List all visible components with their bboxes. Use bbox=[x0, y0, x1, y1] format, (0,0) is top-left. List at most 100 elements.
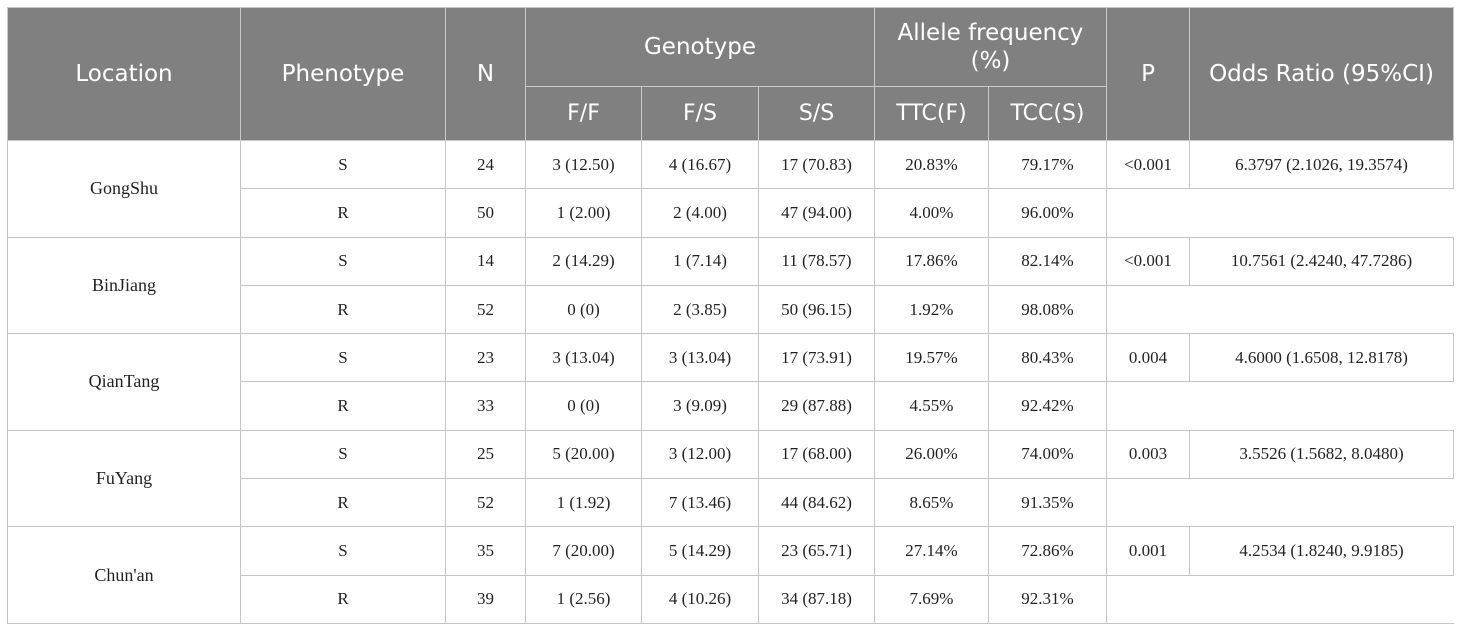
allele-tcc-cell: 92.31% bbox=[988, 574, 1107, 625]
odds-ratio-cell: 3.5526 (1.5682, 8.0480) bbox=[1189, 429, 1454, 480]
table-row: R 50 1 (2.00) 2 (4.00) 47 (94.00) 4.00% 96.00% bbox=[8, 188, 1454, 238]
genotype-ff-cell: 3 (13.04) bbox=[525, 333, 642, 383]
n-cell: 23 bbox=[445, 333, 526, 383]
table-row: R 52 1 (1.92) 7 (13.46) 44 (84.62) 8.65% 91.35… bbox=[8, 478, 1454, 528]
empty-cell bbox=[1106, 188, 1454, 238]
genotype-ss-cell: 29 (87.88) bbox=[758, 381, 875, 431]
p-value-cell: 0.001 bbox=[1106, 526, 1190, 576]
table-row: R 52 0 (0) 2 (3.85) 50 (96.15) 1.92% 98.08% bbox=[8, 284, 1454, 335]
genotype-fs-cell: 2 (4.00) bbox=[641, 188, 759, 238]
odds-ratio-cell: 4.2534 (1.8240, 9.9185) bbox=[1189, 526, 1454, 576]
genotype-fs-cell: 2 (3.85) bbox=[641, 284, 759, 335]
empty-cell bbox=[1106, 284, 1454, 335]
allele-tcc-cell: 98.08% bbox=[988, 284, 1107, 335]
allele-tcc-cell: 96.00% bbox=[988, 188, 1107, 238]
allele-tcc-cell: 91.35% bbox=[988, 478, 1107, 528]
genotype-fs-cell: 3 (9.09) bbox=[641, 381, 759, 431]
genotype-ff-cell: 3 (12.50) bbox=[525, 139, 642, 190]
p-value-cell: 0.004 bbox=[1106, 333, 1190, 383]
genotype-fs-cell: 3 (13.04) bbox=[641, 333, 759, 383]
header-odds-ratio: Odds Ratio (95%CI) bbox=[1189, 7, 1454, 141]
table-body: GongShu S 24 3 (12.50) 4 (16.67) 17 (70.83) 20… bbox=[7, 139, 1454, 625]
genotype-ss-cell: 50 (96.15) bbox=[758, 284, 875, 335]
genotype-ss-cell: 17 (68.00) bbox=[758, 429, 875, 480]
allele-ttc-cell: 26.00% bbox=[874, 429, 989, 480]
genotype-ff-cell: 5 (20.00) bbox=[525, 429, 642, 480]
genotype-ss-cell: 23 (65.71) bbox=[758, 526, 875, 576]
header-tcc: TCC(S) bbox=[988, 86, 1107, 141]
location-cell: GongShu bbox=[7, 140, 241, 238]
header-location: Location bbox=[7, 7, 241, 141]
n-cell: 39 bbox=[445, 574, 526, 625]
phenotype-cell: S bbox=[240, 236, 446, 286]
n-cell: 24 bbox=[445, 139, 526, 190]
table-row: R 39 1 (2.56) 4 (10.26) 34 (87.18) 7.69% 92.31… bbox=[8, 574, 1454, 625]
genotype-ss-cell: 44 (84.62) bbox=[758, 478, 875, 528]
p-value-cell: <0.001 bbox=[1106, 139, 1190, 190]
phenotype-cell: R bbox=[240, 188, 446, 238]
phenotype-cell: R bbox=[240, 478, 446, 528]
allele-tcc-cell: 82.14% bbox=[988, 236, 1107, 286]
p-value-cell: 0.003 bbox=[1106, 429, 1190, 480]
allele-ttc-cell: 1.92% bbox=[874, 284, 989, 335]
n-cell: 14 bbox=[445, 236, 526, 286]
table-row: R 33 0 (0) 3 (9.09) 29 (87.88) 4.55% 92.42% bbox=[8, 381, 1454, 431]
odds-ratio-cell: 10.7561 (2.4240, 47.7286) bbox=[1189, 236, 1454, 286]
header-genotype: Genotype bbox=[525, 7, 875, 87]
genotype-ff-cell: 1 (2.00) bbox=[525, 188, 642, 238]
header-ttc: TTC(F) bbox=[874, 86, 989, 141]
allele-ttc-cell: 4.00% bbox=[874, 188, 989, 238]
allele-ttc-cell: 27.14% bbox=[874, 526, 989, 576]
header-fs: F/S bbox=[641, 86, 759, 141]
genotype-fs-cell: 5 (14.29) bbox=[641, 526, 759, 576]
empty-cell bbox=[1106, 478, 1454, 528]
genotype-ff-cell: 1 (1.92) bbox=[525, 478, 642, 528]
genotype-ff-cell: 0 (0) bbox=[525, 284, 642, 335]
phenotype-cell: R bbox=[240, 381, 446, 431]
header-ss: S/S bbox=[758, 86, 875, 141]
genotype-ss-cell: 17 (70.83) bbox=[758, 139, 875, 190]
odds-ratio-cell: 4.6000 (1.6508, 12.8178) bbox=[1189, 333, 1454, 383]
p-value-cell: <0.001 bbox=[1106, 236, 1190, 286]
phenotype-cell: S bbox=[240, 526, 446, 576]
table-row: FuYang S 25 5 (20.00) 3 (12.00) 17 (68.00) 26.… bbox=[7, 429, 1454, 528]
genotype-fs-cell: 4 (10.26) bbox=[641, 574, 759, 625]
genotype-ss-cell: 17 (73.91) bbox=[758, 333, 875, 383]
phenotype-cell: S bbox=[240, 333, 446, 383]
n-cell: 33 bbox=[445, 381, 526, 431]
n-cell: 52 bbox=[445, 478, 526, 528]
allele-ttc-cell: 17.86% bbox=[874, 236, 989, 286]
table-row: Chun'an S 35 7 (20.00) 5 (14.29) 23 (65.71) 27… bbox=[7, 526, 1454, 624]
odds-ratio-cell: 6.3797 (2.1026, 19.3574) bbox=[1189, 139, 1454, 190]
allele-ttc-cell: 4.55% bbox=[874, 381, 989, 431]
phenotype-cell: S bbox=[240, 429, 446, 480]
genotype-ff-cell: 0 (0) bbox=[525, 381, 642, 431]
allele-ttc-cell: 8.65% bbox=[874, 478, 989, 528]
table-row: QianTang S 23 3 (13.04) 3 (13.04) 17 (73.91) 1… bbox=[7, 333, 1454, 431]
n-cell: 52 bbox=[445, 284, 526, 335]
empty-cell bbox=[1106, 381, 1454, 431]
allele-ttc-cell: 20.83% bbox=[874, 139, 989, 190]
location-cell: BinJiang bbox=[7, 236, 241, 335]
genotype-ss-cell: 47 (94.00) bbox=[758, 188, 875, 238]
n-cell: 25 bbox=[445, 429, 526, 480]
allele-ttc-cell: 7.69% bbox=[874, 574, 989, 625]
genotype-ff-cell: 1 (2.56) bbox=[525, 574, 642, 625]
phenotype-cell: S bbox=[240, 139, 446, 190]
phenotype-cell: R bbox=[240, 284, 446, 335]
genotype-fs-cell: 3 (12.00) bbox=[641, 429, 759, 480]
header-phenotype: Phenotype bbox=[240, 7, 446, 141]
allele-tcc-cell: 72.86% bbox=[988, 526, 1107, 576]
table-header: Location Phenotype N Genotype Allele fre… bbox=[7, 7, 1454, 141]
n-cell: 35 bbox=[445, 526, 526, 576]
header-p: P bbox=[1106, 7, 1190, 141]
location-cell: Chun'an bbox=[7, 526, 241, 624]
empty-cell bbox=[1106, 574, 1454, 625]
allele-ttc-cell: 19.57% bbox=[874, 333, 989, 383]
table-row: BinJiang S 14 2 (14.29) 1 (7.14) 11 (78.57) 17… bbox=[7, 236, 1454, 335]
phenotype-cell: R bbox=[240, 574, 446, 625]
table-row: GongShu S 24 3 (12.50) 4 (16.67) 17 (70.83) 20… bbox=[7, 139, 1454, 238]
genotype-ff-cell: 2 (14.29) bbox=[525, 236, 642, 286]
genotype-ss-cell: 11 (78.57) bbox=[758, 236, 875, 286]
n-cell: 50 bbox=[445, 188, 526, 238]
